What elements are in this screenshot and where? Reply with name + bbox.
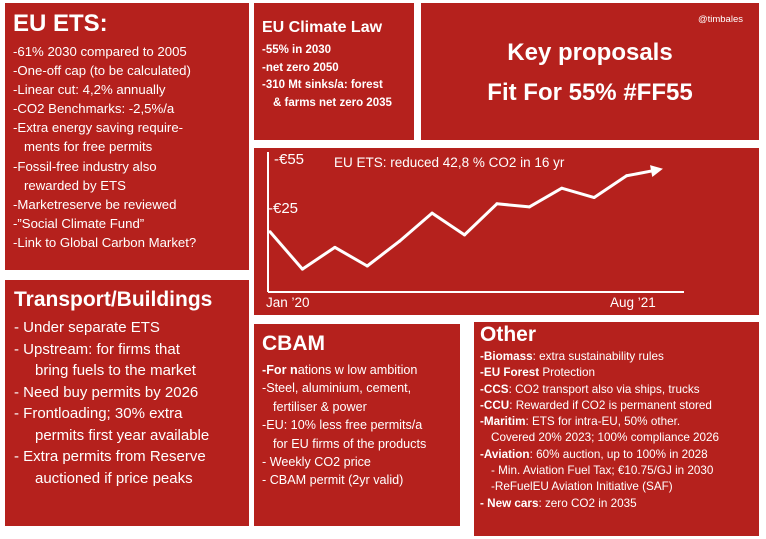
other-item: -Biomass: extra sustainability rules [480,349,753,365]
other-item-bold: -EU Forest [480,366,540,380]
y-tick-label: -€25 [268,200,299,217]
y-tick-label: -€55 [274,151,305,168]
cbam-line: -EU: 10% less free permits/a [262,418,423,433]
climate-law-line: -net zero 2050 [262,61,339,74]
data-point [300,267,304,271]
other-panel: Other -Biomass: extra sustainability rul… [474,322,759,536]
other-item-bold: -Maritim [480,415,526,429]
arrow-head-icon [650,165,663,177]
data-point [268,230,272,234]
transport-line: permits first year available [35,426,210,444]
transport-line: - Extra permits from Reserve [14,448,206,465]
data-point [365,264,369,268]
other-item: Covered 20% 2023; 100% compliance 2026 [480,430,753,446]
transport-line: auctioned if price peaks [35,469,193,487]
other-item: -ReFuelEU Aviation Initiative (SAF) [480,479,753,495]
other-item: -Aviation: 60% auction, up to 100% in 20… [480,447,753,463]
transport-line: - Upstream: for firms that [14,340,180,358]
other-item-text: : ETS for intra-EU, 50% other. [525,415,681,429]
cbam-line: - Weekly CO2 price [262,455,371,470]
data-point [398,239,402,243]
other-item-text: : 60% auction, up to 100% in 2028 [529,447,708,461]
data-point [592,196,596,200]
other-item-bold: -CCS [480,382,509,396]
climate-law-panel: EU Climate Law -55% in 2030 -net zero 20… [254,3,414,140]
other-item-text: Covered 20% 2023; 100% compliance 2026 [491,431,720,445]
eu-ets-line: -Linear cut: 4,2% annually [13,82,166,98]
ets-price-series-line [268,168,660,271]
other-item: -CCU: Rewarded if CO2 is permanent store… [480,398,753,414]
other-title: Other [480,323,537,346]
transport-line: - Under separate ETS [14,319,160,336]
x-tick-label: Jan ’20 [266,295,310,310]
eu-ets-line: -Fossil-free industry also [13,158,157,174]
other-item-text: : extra sustainability rules [532,350,664,363]
eu-ets-line: -Extra energy saving require- [13,120,184,136]
other-item-text: -ReFuelEU Aviation Initiative (SAF) [491,480,673,494]
other-item-bold: -Aviation [480,447,530,461]
eu-ets-line: -Marketreserve be reviewed [13,196,177,212]
other-item: - New cars: zero CO2 in 2035 [480,496,753,512]
eu-ets-line: rewarded by ETS [24,177,126,193]
climate-law-title: EU Climate Law [262,19,383,36]
data-point [333,245,337,249]
cbam-line: - CBAM permit (2yr valid) [262,473,404,488]
key-proposals-subtitle: Fit For 55% #FF55 [487,79,693,106]
climate-law-line: -310 Mt sinks/a: forest [262,79,383,91]
other-item-bold: -Biomass [480,350,533,363]
transport-buildings-title: Transport/Buildings [14,288,213,311]
transport-line: bring fuels to the market [35,362,196,379]
other-item: -Maritim: ETS for intra-EU, 50% other. [480,414,753,430]
eu-ets-title: EU ETS: [13,10,108,37]
cbam-list: -For nations w low ambition -Steel, alum… [262,361,452,490]
data-point [430,211,434,215]
cbam-panel: CBAM -For nations w low ambition -Steel,… [254,324,460,526]
data-point [495,202,499,206]
other-item-text: : zero CO2 in 2035 [538,496,637,510]
other-list: -Biomass: extra sustainability rules -EU… [480,349,753,512]
cbam-line: -For nations w low ambition [262,361,452,379]
key-proposals-panel: @timbales Key proposals Fit For 55% #FF5… [421,3,759,140]
other-item: -EU Forest Protection [480,365,753,381]
eu-ets-line: -”Social Climate Fund” [13,215,145,231]
transport-line: - Frontloading; 30% extra [14,405,183,422]
other-item-bold: -CCU [480,398,510,412]
other-item-text: : Rewarded if CO2 is permanent stored [509,398,712,412]
data-point [560,186,564,190]
cbam-line-text: ations w low ambition [297,363,418,377]
ets-price-chart-panel: -€55 -€25 EU ETS: reduced 42,8 % CO2 in … [254,148,759,315]
eu-ets-line: -CO2 Benchmarks: -2,5%/a [13,101,175,117]
author-handle: @timbales [697,14,743,25]
eu-ets-list: -61% 2030 compared to 2005 -One-off cap … [13,42,241,252]
data-point [463,233,466,237]
other-item: - Min. Aviation Fuel Tax; €10.75/GJ in 2… [480,463,753,479]
x-tick-label: Aug ’21 [610,295,656,310]
transport-line: - Need buy permits by 2026 [14,383,199,401]
cbam-line: -Steel, aluminium, cement, [262,381,412,396]
eu-ets-panel: EU ETS: -61% 2030 compared to 2005 -One-… [5,3,249,270]
transport-buildings-panel: Transport/Buildings - Under separate ETS… [5,280,249,526]
transport-buildings-list: - Under separate ETS - Upstream: for fir… [14,317,240,489]
ets-price-chart [267,152,684,293]
data-point [527,205,531,209]
other-item-text: - Min. Aviation Fuel Tax; €10.75/GJ in 2… [491,464,714,478]
other-item: -CCS: CO2 transport also via ships, truc… [480,382,753,398]
other-item-bold: - New cars [480,496,539,510]
data-point [625,174,629,178]
climate-law-line: -55% in 2030 [262,44,332,56]
cbam-title: CBAM [262,332,325,355]
other-item-text: : CO2 transport also via ships, trucks [508,382,700,396]
eu-ets-line: ments for free permits [24,139,153,155]
key-proposals-title: Key proposals [507,39,673,66]
chart-title: EU ETS: reduced 42,8 % CO2 in 16 yr [334,155,565,170]
eu-ets-line: -One-off cap (to be calculated) [13,63,191,79]
eu-ets-line: -61% 2030 compared to 2005 [13,44,187,59]
eu-ets-line: -Link to Global Carbon Market? [13,234,197,250]
climate-law-line: & farms net zero 2035 [273,96,392,109]
cbam-line: for EU firms of the products [273,436,427,451]
climate-law-list: -55% in 2030 -net zero 2050 -310 Mt sink… [262,42,406,112]
cbam-line-bold: -For n [262,363,298,377]
cbam-line: fertiliser & power [273,399,367,414]
other-item-text: Protection [539,366,595,380]
